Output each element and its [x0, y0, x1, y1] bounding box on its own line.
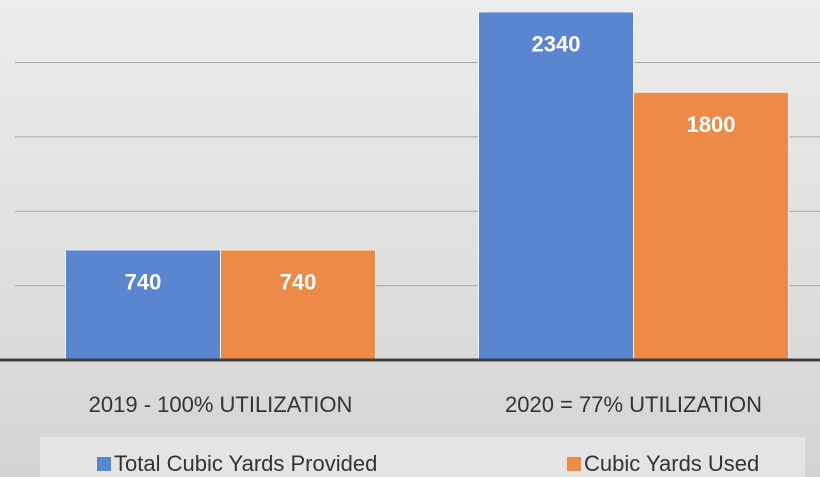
legend-label: Cubic Yards Used: [584, 451, 759, 476]
legend-box: [40, 437, 805, 477]
bar: [633, 91, 789, 361]
bar: [478, 11, 634, 361]
legend-label: Total Cubic Yards Provided: [114, 451, 377, 476]
bar: [220, 249, 376, 361]
data-label: 740: [280, 270, 317, 295]
data-label: 740: [125, 270, 162, 295]
data-label: 2340: [532, 32, 581, 57]
x-tick-label: 2020 = 77% UTILIZATION: [505, 392, 762, 417]
data-label: 1800: [687, 112, 736, 137]
legend-swatch: [567, 457, 581, 471]
bar: [65, 249, 221, 361]
x-tick-label: 2019 - 100% UTILIZATION: [89, 392, 353, 417]
legend-swatch: [97, 457, 111, 471]
